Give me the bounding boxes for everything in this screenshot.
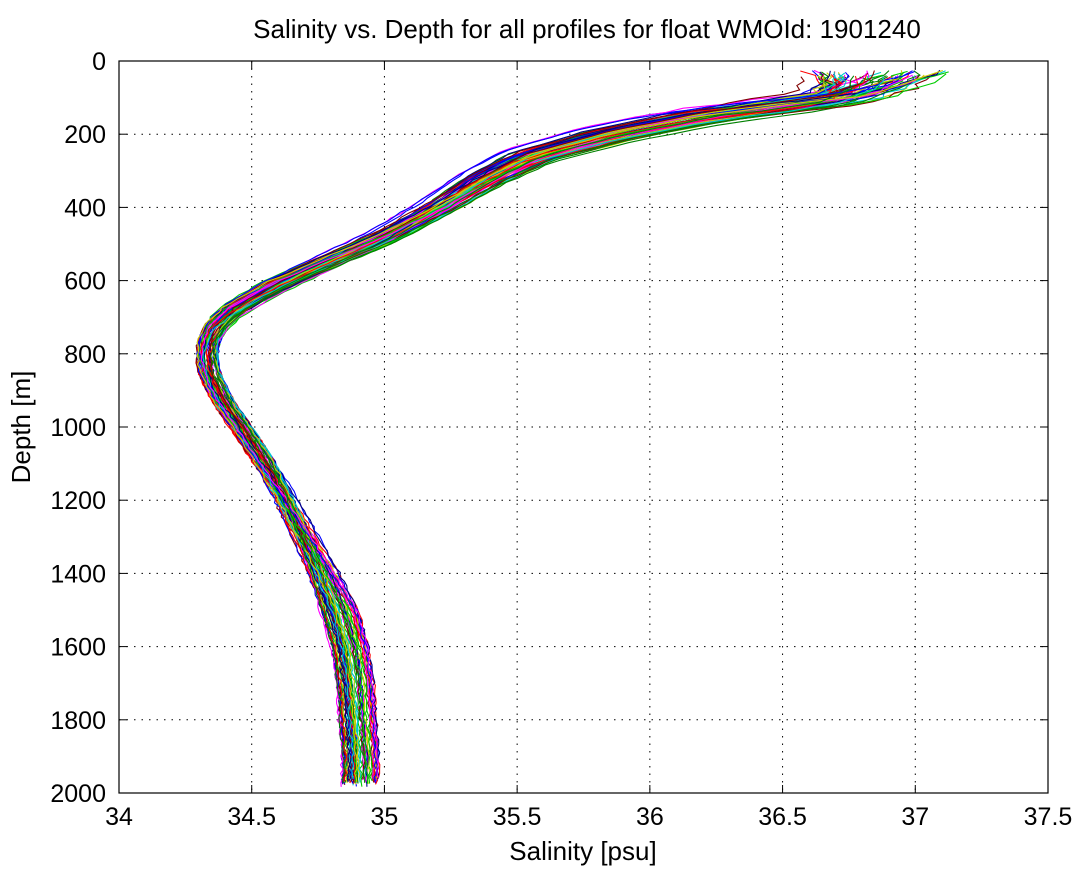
x-tick-label: 34 <box>105 803 133 831</box>
profile-line <box>199 74 921 783</box>
profile-line <box>207 70 870 783</box>
profile-line <box>209 74 895 778</box>
x-tick-label: 36.5 <box>758 803 807 831</box>
profile-line <box>198 71 915 784</box>
y-tick-label: 200 <box>64 121 106 149</box>
profile-line <box>200 70 890 783</box>
profile-line <box>212 76 915 784</box>
plot-frame <box>118 60 1049 794</box>
profile-line <box>208 75 902 784</box>
profile-line <box>212 70 831 787</box>
profile-line <box>200 75 826 784</box>
chart-title: Salinity vs. Depth for all profiles for … <box>253 14 921 44</box>
y-tick-label: 800 <box>64 341 106 369</box>
y-tick-label: 600 <box>64 268 106 296</box>
profile-line <box>196 71 850 785</box>
profile-line <box>202 69 941 782</box>
profile-line <box>206 76 876 780</box>
profile-line <box>201 76 900 784</box>
profile-line <box>206 74 838 782</box>
profile-line <box>215 76 847 781</box>
profile-line <box>203 76 903 784</box>
profile-line <box>198 74 868 782</box>
profile-line <box>207 74 844 782</box>
x-tick-label: 37.5 <box>1024 803 1073 831</box>
profile-line <box>205 71 910 784</box>
grid <box>119 61 1048 793</box>
profile-line <box>197 75 918 779</box>
profile-line <box>214 76 845 780</box>
x-tick-label: 34.5 <box>227 803 276 831</box>
profile-line <box>196 71 843 784</box>
x-tick-label: 35 <box>371 803 399 831</box>
y-tick-label: 400 <box>64 194 106 222</box>
y-tick-label: 1000 <box>50 414 106 442</box>
profiles <box>195 69 949 787</box>
x-axis-label: Salinity [psu] <box>509 836 656 866</box>
profile-line <box>200 74 913 778</box>
x-tick-label: 35.5 <box>493 803 542 831</box>
x-tick-label: 36 <box>636 803 664 831</box>
y-tick-label: 1200 <box>50 487 106 515</box>
profile-line <box>203 72 841 784</box>
y-tick-label: 1400 <box>50 560 106 588</box>
profile-line <box>216 75 836 783</box>
profile-line <box>213 70 946 783</box>
profile-line <box>202 75 828 779</box>
y-tick-label: 2000 <box>50 780 106 808</box>
y-tick-label: 1600 <box>50 634 106 662</box>
profile-line <box>215 74 850 783</box>
profile-line <box>215 71 833 780</box>
profile-line <box>213 75 899 787</box>
profile-line <box>198 74 883 787</box>
profile-line <box>216 73 837 782</box>
profile-line <box>213 71 882 780</box>
profile-line <box>213 75 921 779</box>
profile-line <box>201 76 885 780</box>
profile-line <box>215 72 847 781</box>
profile-line <box>212 70 921 783</box>
profile-line <box>209 76 889 780</box>
profile-line <box>201 73 846 786</box>
profile-line <box>215 73 947 781</box>
y-axis-label: Depth [m] <box>6 371 36 484</box>
profile-line <box>196 69 943 783</box>
profile-line <box>213 74 925 783</box>
y-tick-label: 1800 <box>50 707 106 735</box>
profile-line <box>208 70 875 783</box>
y-tick-label: 0 <box>92 48 106 76</box>
profile-line <box>207 74 860 782</box>
profile-line <box>195 76 846 785</box>
x-axis-ticks: 34 34.5 35 35.5 36 36.5 37 37.5 <box>105 61 1072 831</box>
profile-line <box>210 75 887 783</box>
profile-line <box>202 71 949 784</box>
profile-line <box>214 75 859 784</box>
profile-line <box>197 71 905 784</box>
profile-line <box>195 72 869 786</box>
y-axis-ticks: 0 200 400 600 800 1000 1200 1400 1600 1800 2000 <box>50 48 1048 808</box>
profile-line <box>213 70 903 778</box>
profile-line <box>213 75 855 784</box>
profile-line <box>212 76 900 785</box>
profile-line <box>199 72 839 785</box>
profile-line <box>205 70 913 783</box>
x-tick-label: 37 <box>901 803 929 831</box>
